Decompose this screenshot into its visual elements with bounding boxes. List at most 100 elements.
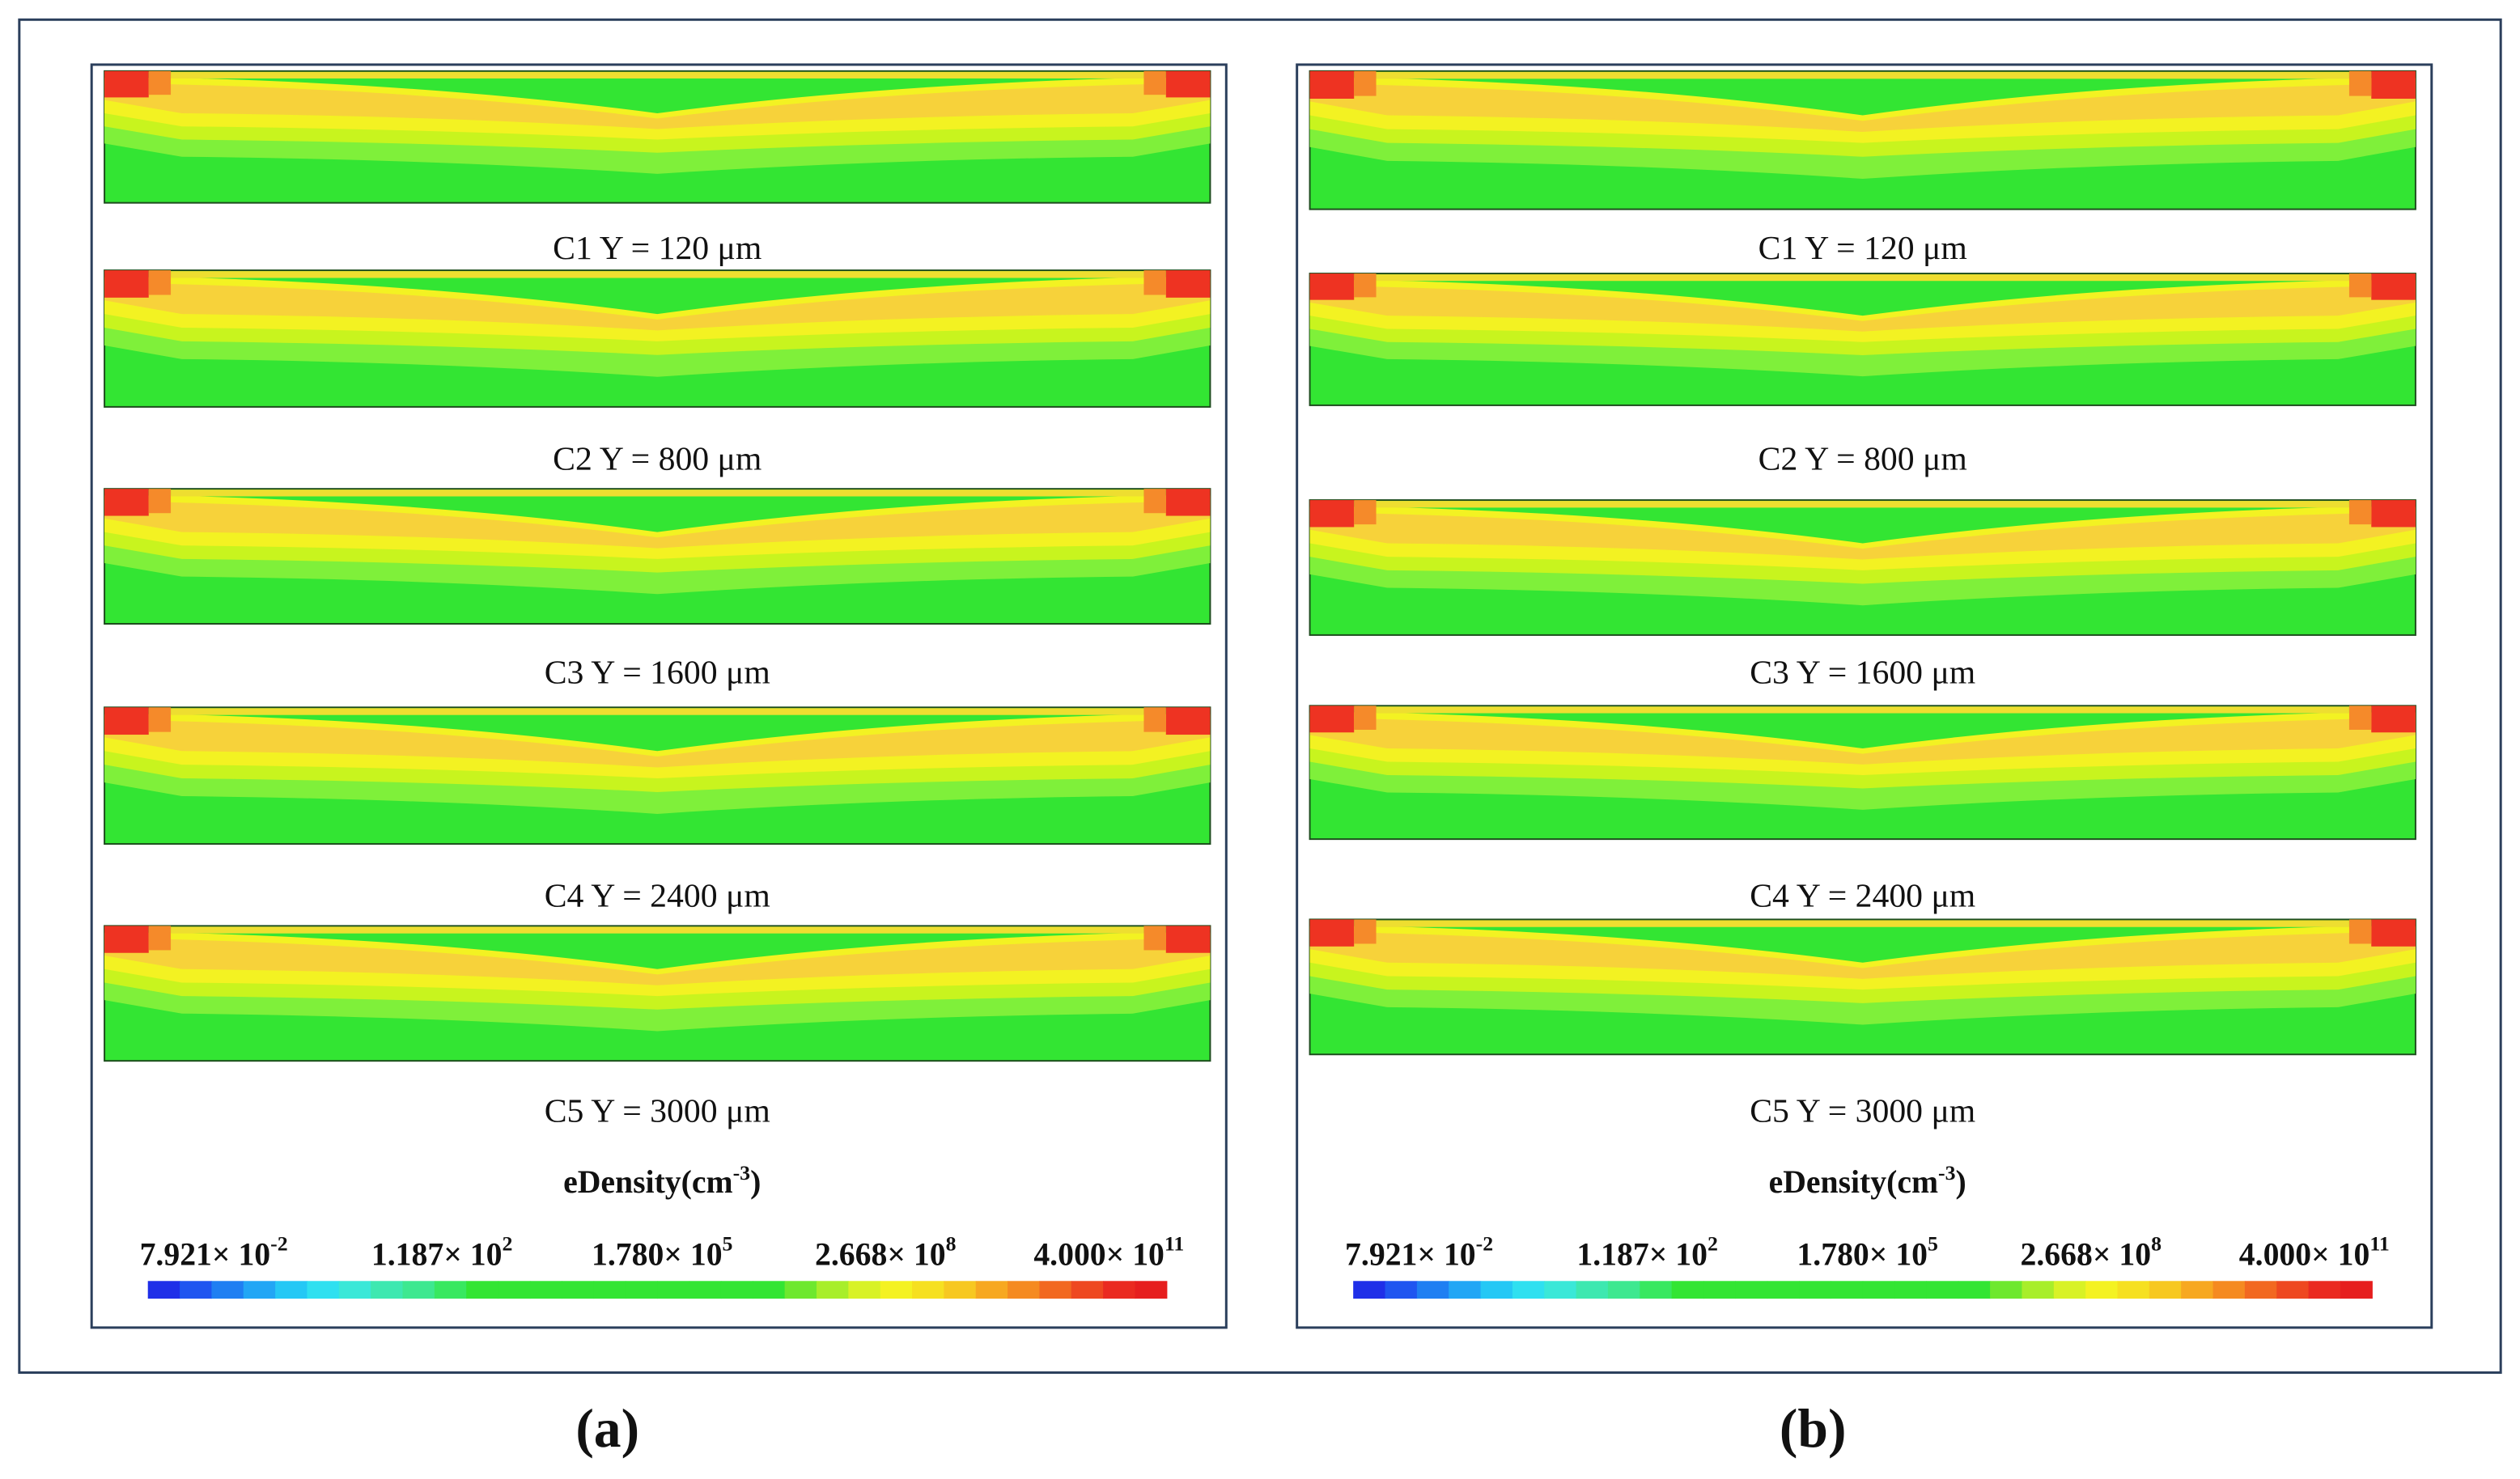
warm-corner: [1143, 270, 1166, 295]
tick-base: 4.000× 10: [2239, 1236, 2370, 1272]
colorbar-segment: [1544, 1281, 1577, 1299]
colorbar-segment: [2244, 1281, 2277, 1299]
colorbar-segment: [1385, 1281, 1418, 1299]
hot-corner: [2371, 70, 2416, 99]
tick-exponent: 8: [2151, 1232, 2162, 1256]
colorbar-segment: [1703, 1281, 1736, 1299]
colorbar-segment: [498, 1281, 531, 1299]
warm-corner: [1143, 70, 1166, 95]
colorbar-segment: [1671, 1281, 1704, 1299]
colorbar-segment: [211, 1281, 244, 1299]
contour-top-strip: [171, 71, 1144, 78]
contour-band: [1309, 84, 2416, 132]
warm-corner: [2348, 70, 2372, 96]
colorbar-segment: [275, 1281, 308, 1299]
colorbar-segment: [371, 1281, 404, 1299]
colorbar-segment: [1008, 1281, 1041, 1299]
colorbar-segment: [593, 1281, 626, 1299]
colorbar-segment: [180, 1281, 212, 1299]
contour-band: [1309, 718, 2416, 765]
hot-corner: [1309, 919, 1355, 947]
colorbar-segment: [2117, 1281, 2150, 1299]
warm-corner: [1143, 489, 1166, 514]
colorbar-segment: [1416, 1281, 1449, 1299]
contour-band: [104, 721, 1211, 768]
hot-corner: [2371, 919, 2416, 947]
plot-caption: C1 Y = 120 μm: [553, 230, 762, 267]
panel-frame: [1296, 63, 2433, 1329]
colorbar-segment: [1512, 1281, 1545, 1299]
contour-band: [1309, 712, 2416, 776]
colorbar-segment: [2181, 1281, 2214, 1299]
warm-corner: [1354, 273, 1377, 298]
colorbar-segment: [625, 1281, 658, 1299]
colorbar-segment: [1135, 1281, 1168, 1299]
colorbar-segment: [466, 1281, 499, 1299]
contour-band: [104, 84, 1211, 129]
colorbar-segment: [562, 1281, 595, 1299]
contour-top-strip: [1376, 71, 2349, 79]
plot-caption: C5 Y = 3000 μm: [1750, 1093, 1975, 1130]
colorbar-segment: [1799, 1281, 1831, 1299]
plot-caption: C1 Y = 120 μm: [1758, 230, 1967, 267]
tick-exponent: 5: [1928, 1232, 1938, 1256]
hot-corner: [1165, 70, 1211, 98]
tick-exponent: -2: [270, 1232, 287, 1256]
colorbar-title: eDensity(cm-3): [563, 1161, 761, 1200]
outer-frame: [18, 18, 2502, 1374]
colorbar-segment: [1607, 1281, 1640, 1299]
warm-corner: [1143, 926, 1166, 951]
tick-exponent: 2: [502, 1232, 512, 1256]
colorbar-title-suffix: ): [1956, 1164, 1966, 1200]
plot-caption: C4 Y = 2400 μm: [545, 878, 770, 915]
colorbar-segment: [2085, 1281, 2119, 1299]
colorbar-segment: [1353, 1281, 1386, 1299]
contour-band: [104, 939, 1211, 985]
hot-corner: [1165, 707, 1211, 735]
contour-band: [104, 277, 1211, 341]
colorbar-segment: [1103, 1281, 1136, 1299]
plot-caption: C2 Y = 800 μm: [553, 440, 762, 477]
colorbar-segment: [1831, 1281, 1864, 1299]
colorbar-segment: [912, 1281, 944, 1299]
tick-base: 7.921× 10: [1345, 1236, 1476, 1272]
contour-top-strip: [1376, 706, 2349, 714]
colorbar-segment: [1926, 1281, 1959, 1299]
colorbar-segment: [1480, 1281, 1513, 1299]
colorbar-segment: [1576, 1281, 1609, 1299]
panel-frame: [90, 63, 1228, 1329]
colorbar-segment: [1767, 1281, 1800, 1299]
contour-band: [1309, 286, 2416, 332]
tick-base: 2.668× 10: [2020, 1236, 2151, 1272]
tick-base: 1.187× 10: [1576, 1236, 1708, 1272]
colorbar-segment: [2212, 1281, 2246, 1299]
colorbar-segment: [848, 1281, 881, 1299]
contour-band: [1309, 933, 2416, 979]
tick-base: 7.921× 10: [140, 1236, 271, 1272]
colorbar-segment: [1894, 1281, 1928, 1299]
colorbar-segment: [243, 1281, 276, 1299]
colorbar-segment: [880, 1281, 913, 1299]
colorbar-tick-label: 4.000× 1011: [1033, 1232, 1184, 1273]
tick-exponent: 11: [2369, 1232, 2389, 1256]
colorbar-segment: [753, 1281, 786, 1299]
tick-exponent: 11: [1165, 1232, 1184, 1256]
hot-corner: [2371, 273, 2416, 300]
contour-top-strip: [1376, 501, 2349, 508]
warm-corner: [2348, 273, 2372, 298]
hot-corner: [104, 926, 149, 953]
contour-top-strip: [171, 708, 1144, 715]
warm-corner: [1354, 70, 1377, 96]
hot-corner: [104, 70, 149, 98]
colorbar-segment: [2053, 1281, 2086, 1299]
warm-corner: [148, 707, 172, 732]
warm-corner: [2348, 919, 2372, 944]
tick-base: 1.780× 10: [1797, 1236, 1928, 1272]
colorbar-segment: [1449, 1281, 1482, 1299]
contour-band: [104, 714, 1211, 779]
hot-corner: [1309, 273, 1355, 300]
colorbar-tick-label: 1.780× 105: [592, 1232, 732, 1273]
colorbar-title-suffix: ): [750, 1164, 761, 1200]
panel: C1 Y = 120 μm C2 Y = 800 μm C3 Y = 1600 μm…: [1296, 63, 2433, 1459]
